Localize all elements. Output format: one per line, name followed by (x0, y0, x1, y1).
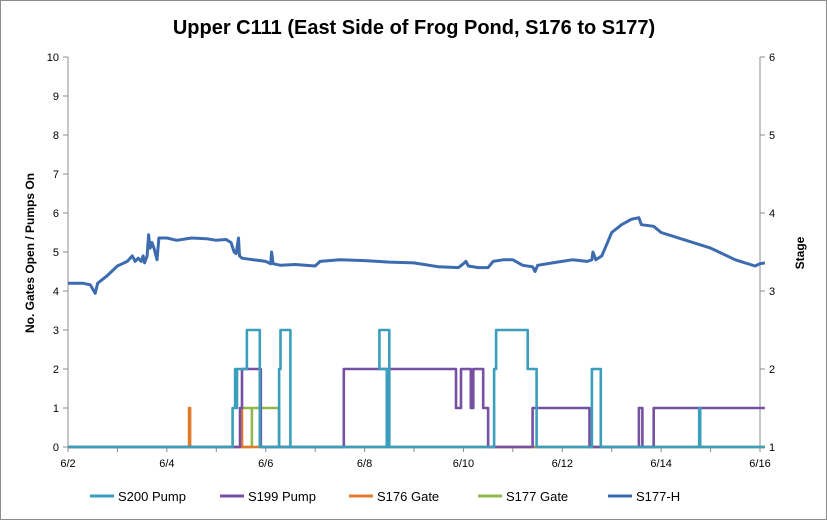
y-right-tick-label: 1 (769, 442, 775, 454)
series-layer (68, 216, 766, 449)
y-right-tick-label: 3 (769, 286, 775, 298)
legend-label: S177 Gate (506, 489, 568, 504)
x-tick-label: 6/6 (258, 458, 273, 470)
series-line-s176-gate (68, 406, 765, 449)
legend: S200 Pump S199 Pump S176 Gate S177 Gate S177… (90, 489, 680, 504)
x-tick-label: 6/10 (453, 458, 474, 470)
x-tick-label: 6/4 (159, 458, 174, 470)
legend-label: S177-H (636, 489, 680, 504)
legend-label: S199 Pump (248, 489, 316, 504)
y-left-tick-label: 0 (53, 442, 59, 454)
y-left-tick-label: 4 (53, 286, 59, 298)
y-left-tick-label: 1 (53, 403, 59, 415)
series-line-s200-pump (68, 328, 765, 449)
y-left-tick-label: 9 (53, 91, 59, 103)
y-right-tick-label: 6 (769, 52, 775, 64)
legend-label: S176 Gate (377, 489, 439, 504)
chart-title: Upper C111 (East Side of Frog Pond, S176… (173, 17, 655, 39)
legend-label: S200 Pump (118, 489, 186, 504)
y-left-tick-label: 7 (53, 169, 59, 181)
series-line-s177-h (68, 216, 766, 295)
y-right-tick-label: 2 (769, 364, 775, 376)
y-axis-right-title: Stage (793, 236, 807, 269)
series-line-s177-gate (68, 406, 765, 449)
x-tick-label: 6/16 (749, 458, 770, 470)
y-left-tick-label: 5 (53, 247, 59, 259)
y-right-tick-label: 5 (769, 130, 775, 142)
y-left-tick-label: 10 (47, 52, 59, 64)
y-left-tick-label: 6 (53, 208, 59, 220)
series-line-s199-pump (68, 367, 765, 449)
x-tick-label: 6/12 (552, 458, 573, 470)
y-left-tick-label: 2 (53, 364, 59, 376)
x-tick-label: 6/8 (357, 458, 372, 470)
y-axis-left-title: No. Gates Open / Pumps On (23, 173, 37, 333)
x-tick-label: 6/2 (60, 458, 75, 470)
y-right-tick-label: 4 (769, 208, 775, 220)
y-left-tick-label: 3 (53, 325, 59, 337)
y-left-tick-label: 8 (53, 130, 59, 142)
x-tick-label: 6/14 (650, 458, 671, 470)
